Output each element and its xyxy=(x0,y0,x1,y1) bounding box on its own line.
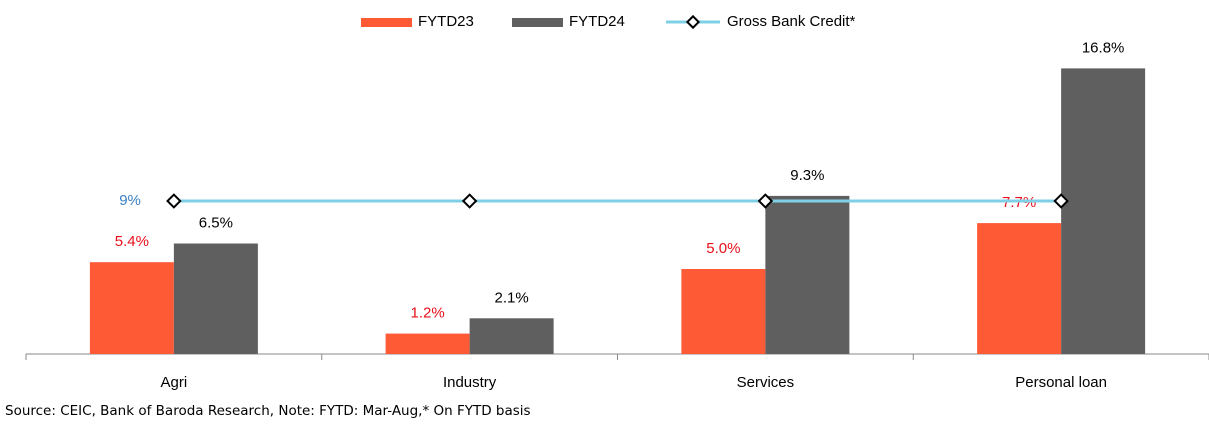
legend-label: FYTD24 xyxy=(569,13,625,30)
legend-label: Gross Bank Credit* xyxy=(727,13,856,30)
x-tick-label: Personal loan xyxy=(1015,374,1107,391)
line-marker xyxy=(166,193,182,209)
value-label: 7.7% xyxy=(1002,194,1036,211)
value-label: 6.5% xyxy=(199,214,233,231)
bar xyxy=(173,243,258,354)
value-label: 16.8% xyxy=(1082,39,1125,56)
bar xyxy=(469,318,554,354)
bar xyxy=(765,195,850,354)
value-label: 2.1% xyxy=(495,289,529,306)
line-marker xyxy=(1053,193,1069,209)
value-label: 9.3% xyxy=(790,167,824,184)
source-note: Source: CEIC, Bank of Baroda Research, N… xyxy=(5,403,531,419)
legend-label: FYTD23 xyxy=(418,13,474,30)
value-label: 5.4% xyxy=(115,233,149,250)
bar xyxy=(385,333,470,354)
line-marker xyxy=(757,193,774,209)
bar xyxy=(681,269,766,354)
x-tick-label: Agri xyxy=(161,374,188,391)
legend-swatch xyxy=(361,18,412,27)
legend-swatch xyxy=(512,18,563,27)
bar xyxy=(89,262,174,354)
value-label: 5.0% xyxy=(706,240,740,257)
bar xyxy=(1061,68,1146,355)
x-tick-label: Services xyxy=(737,374,795,391)
value-label: 9% xyxy=(119,192,141,209)
line-marker xyxy=(461,193,478,209)
x-tick-label: Industry xyxy=(443,374,497,391)
legend-marker xyxy=(685,14,701,30)
value-label: 1.2% xyxy=(411,305,445,322)
bar xyxy=(977,223,1062,354)
